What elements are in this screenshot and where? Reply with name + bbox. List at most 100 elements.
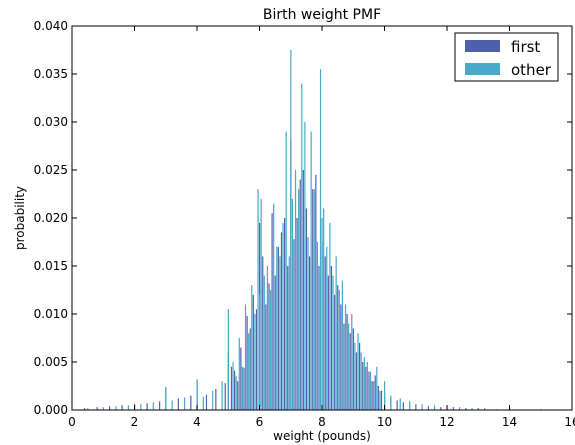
bar-first: [327, 275, 329, 410]
bar-first: [177, 398, 179, 410]
bar-first: [224, 383, 226, 410]
bar-other: [459, 407, 461, 410]
y-tick-label: 0.035: [34, 67, 68, 81]
y-tick-label: 0.005: [34, 355, 68, 369]
bar-first: [349, 333, 351, 410]
bar-first: [440, 407, 442, 410]
bar-first: [309, 256, 311, 410]
bar-other: [313, 189, 315, 410]
bar-other: [321, 218, 323, 410]
y-tick-label: 0.040: [34, 19, 68, 33]
bar-first: [246, 315, 248, 410]
bar-other: [184, 397, 186, 410]
bar-other: [366, 362, 369, 410]
bar-other: [227, 309, 229, 410]
bar-first: [402, 402, 404, 410]
bar-first: [355, 352, 358, 410]
bar-other: [152, 402, 154, 410]
bar-other: [344, 304, 347, 410]
legend-label-first: first: [511, 38, 540, 56]
bar-other: [319, 69, 322, 410]
bar-other: [329, 222, 331, 410]
bar-first: [146, 403, 148, 410]
x-axis-label: weight (pounds): [273, 429, 371, 443]
y-tick-label: 0.030: [34, 115, 68, 129]
chart-title: Birth weight PMF: [263, 7, 381, 23]
bar-other: [341, 280, 344, 410]
bar-other: [165, 386, 167, 410]
y-tick-label: 0.020: [34, 211, 68, 225]
bar-other: [351, 314, 353, 410]
bar-first: [452, 407, 454, 410]
bar-first: [359, 342, 361, 410]
bar-other: [304, 122, 306, 410]
bar-first: [427, 406, 429, 410]
bar-other: [399, 398, 401, 410]
bar-first: [365, 366, 367, 410]
bar-other: [294, 170, 297, 410]
bar-other: [285, 131, 287, 410]
bar-other: [373, 381, 375, 410]
bar-first: [368, 371, 370, 410]
bar-first: [337, 285, 339, 410]
bar-other: [298, 189, 300, 410]
bar-other: [291, 198, 294, 410]
bar-first: [274, 275, 276, 410]
bar-first: [265, 304, 267, 410]
bar-first: [296, 218, 298, 410]
bar-first: [255, 309, 258, 410]
bar-first: [318, 266, 320, 410]
x-tick-label: 14: [502, 415, 517, 429]
bar-first: [159, 401, 161, 410]
y-tick-label: 0.000: [34, 403, 68, 417]
x-tick-label: 16: [564, 415, 575, 429]
bar-other: [251, 285, 253, 410]
bar-other: [235, 376, 237, 410]
bar-first: [190, 395, 192, 410]
bar-other: [376, 366, 378, 410]
bar-first: [109, 406, 111, 410]
bar-first: [262, 256, 264, 410]
bar-other: [384, 381, 386, 410]
bar-first: [268, 283, 270, 410]
bar-other: [254, 314, 256, 410]
bar-first: [240, 347, 242, 410]
bar-first: [121, 405, 123, 410]
x-tick-label: 4: [193, 415, 201, 429]
bar-first: [287, 266, 289, 410]
bar-other: [260, 198, 262, 410]
bar-other: [238, 338, 240, 410]
bar-first: [84, 408, 86, 410]
bar-first: [465, 408, 467, 410]
y-axis-label: probability: [13, 186, 27, 250]
bar-other: [263, 275, 265, 410]
y-tick-label: 0.025: [34, 163, 68, 177]
bar-other: [338, 290, 340, 410]
bar-other: [140, 404, 142, 410]
bar-other: [316, 242, 319, 410]
bar-first: [330, 266, 333, 410]
bar-other: [171, 400, 173, 410]
bar-other: [266, 266, 269, 410]
bar-other: [288, 256, 290, 410]
legend-swatch-other: [465, 63, 500, 75]
bar-other: [348, 323, 350, 410]
x-tick-label: 2: [131, 415, 139, 429]
bar-other: [257, 189, 259, 410]
bar-other: [471, 408, 473, 410]
x-tick-label: 6: [256, 415, 264, 429]
bar-other: [212, 390, 214, 410]
bar-first: [374, 375, 376, 410]
bar-first: [415, 404, 417, 410]
bar-other: [360, 352, 362, 410]
bar-other: [326, 246, 328, 410]
bar-first: [396, 400, 398, 410]
bar-other: [269, 290, 272, 410]
bar-first: [237, 381, 239, 410]
bar-first: [271, 213, 273, 410]
bar-other: [196, 379, 198, 410]
bar-other: [244, 304, 247, 410]
bar-other: [241, 366, 244, 410]
bar-first: [243, 367, 245, 410]
